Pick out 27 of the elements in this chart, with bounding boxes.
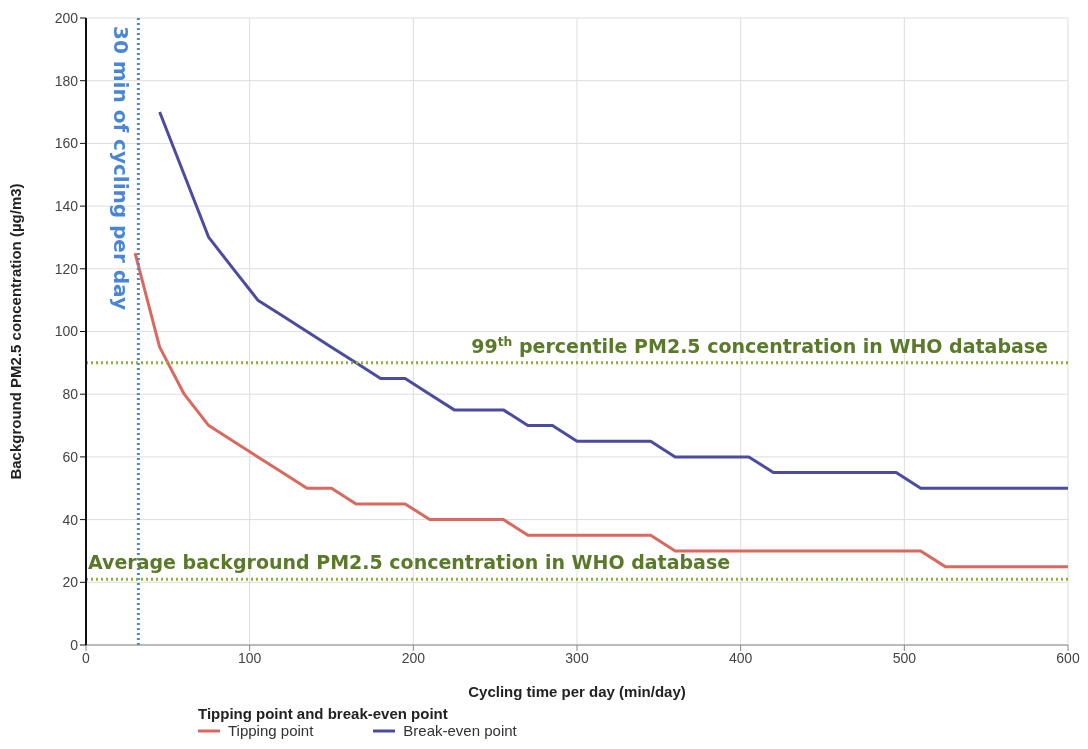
y-tick-label: 20 — [62, 574, 79, 591]
y-tick-label: 80 — [62, 386, 79, 403]
y-tick-label: 60 — [62, 448, 79, 465]
legend-label: Tipping point — [227, 722, 314, 739]
y-tick-label: 100 — [54, 323, 79, 340]
x-tick-label: 600 — [1056, 649, 1080, 666]
x-tick-label: 200 — [401, 649, 426, 666]
y-tick-label: 180 — [54, 72, 79, 89]
y-axis-title: Background PM2.5 concentration (µg/m3) — [7, 183, 25, 480]
ref-line-label: 99$^{th}$ percentile PM2.5 concentration in WHO database — [471, 334, 1048, 357]
legend-title: Tipping point and break-even point — [198, 705, 449, 722]
line-series — [158, 110, 1068, 490]
y-tick-label: 40 — [62, 511, 79, 528]
x-tick-label: 0 — [82, 649, 91, 666]
x-tick-label: 100 — [237, 649, 262, 666]
x-tick-label: 500 — [892, 649, 917, 666]
ref-line-label: Average background PM2.5 concentration in WHO database — [88, 551, 731, 574]
y-tick-label: 140 — [54, 198, 79, 215]
y-tick-label: 200 — [54, 9, 79, 26]
y-tick-label: 0 — [70, 636, 79, 653]
x-axis-title: Cycling time per day (min/day) — [468, 683, 686, 700]
y-tick-label: 160 — [54, 135, 79, 152]
ref-line-label: 30 min of cycling per day — [109, 26, 134, 311]
y-tick-label: 120 — [54, 260, 79, 277]
x-tick-label: 400 — [728, 649, 753, 666]
x-tick-label: 300 — [565, 649, 589, 666]
legend-label: Break-even point — [402, 722, 517, 739]
